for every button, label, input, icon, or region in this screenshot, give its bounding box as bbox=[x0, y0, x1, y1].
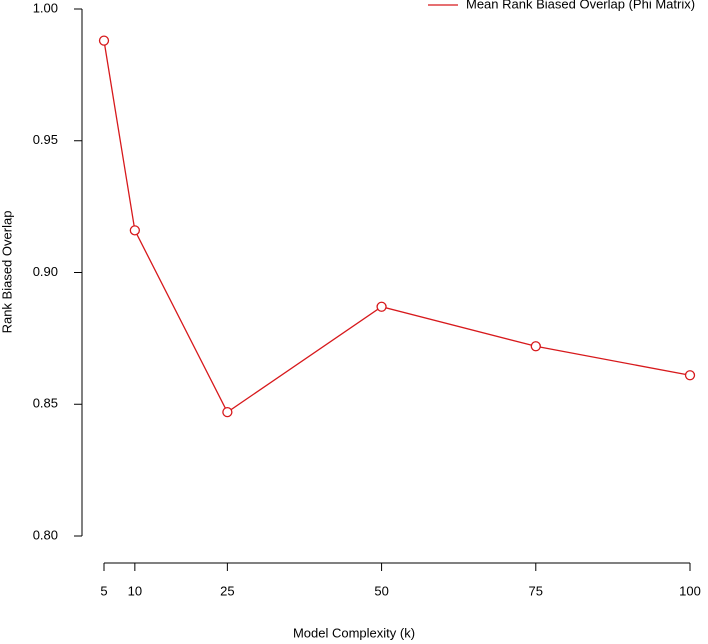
data-point bbox=[98, 35, 110, 46]
y-tick-label: 0.90 bbox=[33, 264, 58, 279]
x-tick-label: 10 bbox=[128, 583, 142, 598]
data-point bbox=[222, 407, 233, 418]
legend-label: Mean Rank Biased Overlap (Phi Matrix) bbox=[466, 0, 695, 11]
data-point bbox=[129, 225, 140, 236]
data-point bbox=[376, 301, 387, 312]
y-tick-label: 0.85 bbox=[33, 396, 58, 411]
x-tick-label: 75 bbox=[529, 583, 543, 598]
data-point bbox=[530, 341, 541, 352]
x-axis-label: Model Complexity (k) bbox=[293, 625, 415, 640]
y-tick-label: 0.80 bbox=[33, 527, 58, 542]
x-tick-label: 50 bbox=[374, 583, 388, 598]
y-axis-label: Rank Biased Overlap bbox=[0, 211, 14, 334]
data-point bbox=[684, 370, 696, 381]
x-tick-label: 5 bbox=[100, 583, 107, 598]
y-tick-label: 1.00 bbox=[33, 0, 58, 15]
series-line bbox=[103, 40, 691, 414]
x-tick-label: 25 bbox=[220, 583, 234, 598]
y-tick-label: 0.95 bbox=[33, 132, 58, 147]
x-tick-label: 100 bbox=[679, 583, 701, 598]
